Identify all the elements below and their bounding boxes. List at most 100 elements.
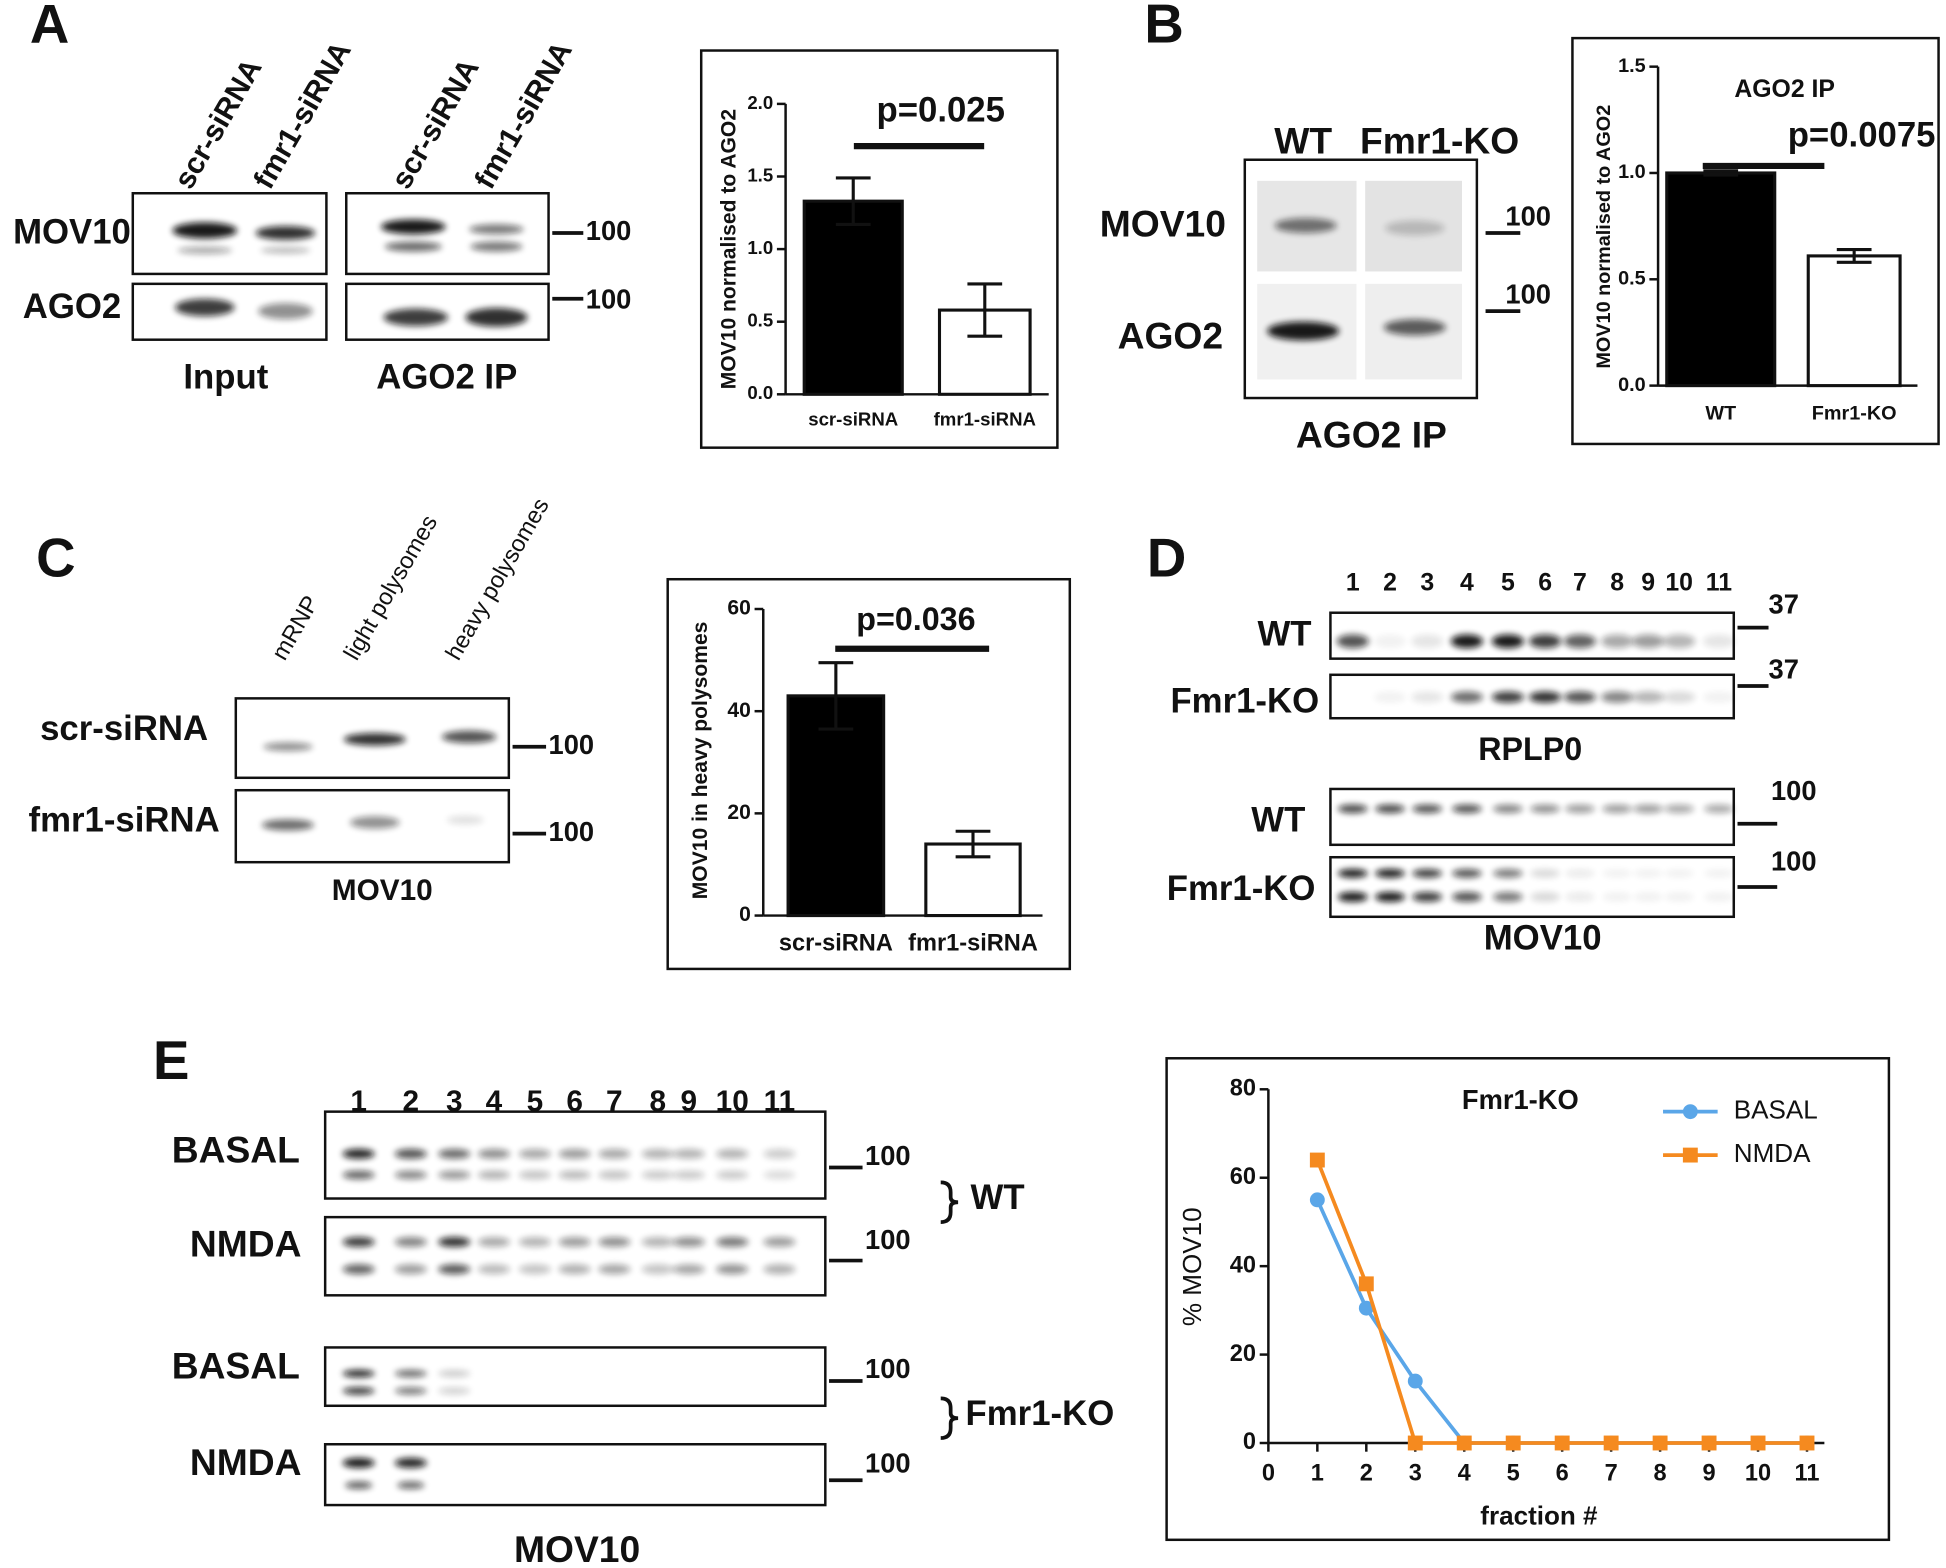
blot-band bbox=[1563, 691, 1597, 703]
fraction-label: 3 bbox=[1420, 570, 1434, 597]
fraction-label: 10 bbox=[716, 1085, 749, 1118]
blot-band bbox=[598, 1236, 631, 1247]
blot-band bbox=[1564, 891, 1595, 902]
blot-band bbox=[558, 1236, 591, 1247]
blot-frame bbox=[234, 697, 511, 780]
size-marker: 100 bbox=[865, 1224, 911, 1255]
row-label: WT bbox=[1251, 802, 1305, 840]
row-label: fmr1-siRNA bbox=[29, 802, 220, 840]
blot-band bbox=[384, 241, 442, 252]
fraction-label: 10 bbox=[1665, 570, 1693, 597]
point bbox=[1407, 1435, 1423, 1451]
group-label: Fmr1-KO bbox=[966, 1395, 1115, 1433]
blot-frame bbox=[323, 1443, 827, 1507]
blot-band bbox=[1633, 869, 1664, 878]
row-label: NMDA bbox=[190, 1223, 302, 1265]
size-marker: 100 bbox=[1505, 200, 1551, 231]
y-tick-label: 0 bbox=[739, 903, 751, 926]
blot-band bbox=[1663, 691, 1696, 703]
point bbox=[1358, 1276, 1374, 1292]
blot-band bbox=[1375, 891, 1405, 902]
y-tick-label: 0.0 bbox=[747, 382, 773, 403]
y-tick-label: 60 bbox=[727, 597, 750, 620]
x-axis-label: fraction # bbox=[1480, 1500, 1598, 1530]
error-bar bbox=[835, 176, 871, 226]
fraction-label: 6 bbox=[1538, 570, 1552, 597]
blot-band bbox=[1452, 804, 1482, 814]
blot-band bbox=[1602, 869, 1633, 878]
row-label: Fmr1-KO bbox=[1167, 870, 1316, 908]
blot-frame bbox=[234, 788, 511, 864]
blot-band bbox=[477, 1170, 511, 1180]
blot-band bbox=[763, 1236, 796, 1247]
lane-label: light polysomes bbox=[338, 511, 442, 665]
blot-band bbox=[342, 1457, 375, 1468]
x-tick-label: scr-siRNA bbox=[779, 929, 893, 955]
blot-band bbox=[261, 819, 314, 831]
blot-band bbox=[1493, 891, 1523, 902]
chart-frame bbox=[666, 577, 1072, 971]
blot-band bbox=[342, 1148, 375, 1159]
point bbox=[1554, 1435, 1570, 1451]
blot-caption: AGO2 IP bbox=[1296, 414, 1447, 456]
blot-band bbox=[1450, 691, 1484, 703]
size-marker: 100 bbox=[865, 1448, 911, 1479]
x-tick-label: 6 bbox=[1556, 1459, 1569, 1485]
row-label: Fmr1-KO bbox=[1170, 683, 1319, 721]
blot-band bbox=[763, 1264, 796, 1275]
y-tick-label: 20 bbox=[1230, 1340, 1256, 1366]
size-marker: 100 bbox=[1505, 278, 1551, 309]
blot-band bbox=[1411, 691, 1444, 703]
blot-frame bbox=[345, 282, 550, 341]
fraction-label: 11 bbox=[1706, 570, 1732, 597]
size-marker: 100 bbox=[586, 283, 632, 314]
fraction-label: 6 bbox=[566, 1085, 583, 1118]
chart-frame bbox=[1571, 36, 1940, 446]
y-tick-label: 0.0 bbox=[1618, 374, 1646, 396]
blot-band bbox=[716, 1236, 749, 1247]
size-marker: 100 bbox=[1771, 846, 1817, 877]
legend-marker bbox=[1682, 1147, 1698, 1163]
blot-frame bbox=[323, 1215, 827, 1297]
p-value: p=0.036 bbox=[856, 601, 975, 637]
error-bar bbox=[1703, 169, 1739, 177]
fraction-label: 4 bbox=[1460, 570, 1474, 597]
fraction-label: 2 bbox=[1383, 570, 1397, 597]
blot-band bbox=[342, 1264, 375, 1275]
x-tick-label: 11 bbox=[1795, 1459, 1820, 1485]
group-label: WT bbox=[971, 1179, 1025, 1217]
x-tick-label: 4 bbox=[1458, 1459, 1471, 1485]
blot-band bbox=[641, 1264, 674, 1275]
lane-label: fmr1-siRNA bbox=[247, 36, 357, 194]
size-marker: 100 bbox=[1771, 775, 1817, 806]
lane-label: WT bbox=[1274, 119, 1332, 161]
blot-band bbox=[438, 1170, 471, 1180]
blot-band bbox=[1703, 869, 1734, 878]
row-label: AGO2 bbox=[1118, 314, 1223, 356]
p-value: p=0.025 bbox=[876, 92, 1004, 130]
lane-label: fmr1-siRNA bbox=[468, 36, 578, 194]
point bbox=[1505, 1435, 1521, 1451]
blot-band bbox=[1385, 220, 1445, 236]
blot-band bbox=[1664, 869, 1695, 878]
y-tick-label: 2.0 bbox=[747, 92, 773, 113]
point bbox=[1750, 1435, 1766, 1451]
blot-caption: AGO2 IP bbox=[376, 359, 517, 397]
y-tick-label: 80 bbox=[1230, 1075, 1256, 1101]
y-tick-label: 0.5 bbox=[1618, 268, 1646, 290]
x-tick-label: fmr1-siRNA bbox=[908, 929, 1038, 955]
blot-band bbox=[1450, 634, 1484, 649]
blot-band bbox=[558, 1170, 591, 1180]
blot-band bbox=[394, 1148, 427, 1159]
error-bar bbox=[955, 829, 991, 859]
chart-title: Fmr1-KO bbox=[1462, 1084, 1579, 1115]
blot-band bbox=[343, 733, 406, 746]
blot-band bbox=[716, 1264, 749, 1275]
blot-caption: Input bbox=[183, 359, 268, 397]
y-axis-label: MOV10 normalised to AGO2 bbox=[717, 109, 740, 389]
blot-band bbox=[342, 1369, 375, 1378]
x-tick-label: 0 bbox=[1262, 1459, 1275, 1485]
blot-band bbox=[263, 742, 313, 752]
blot-band bbox=[672, 1236, 705, 1247]
x-tick-label: 10 bbox=[1745, 1459, 1771, 1485]
